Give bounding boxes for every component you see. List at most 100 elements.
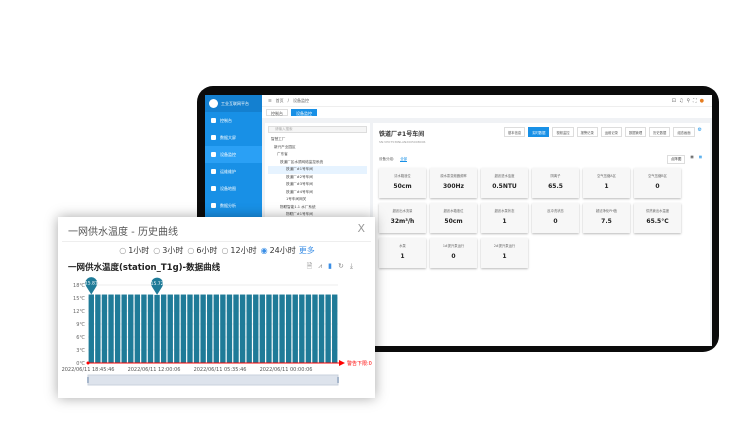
close-button[interactable]: X [357, 222, 365, 235]
sidebar-item[interactable]: 数据大屏 [205, 129, 262, 146]
tree-node[interactable]: 物联厂#1号车间 [286, 212, 313, 216]
range-radio[interactable]: ○ 12小时 [220, 246, 257, 255]
bar[interactable] [312, 294, 318, 363]
bar[interactable] [213, 294, 219, 363]
bar[interactable] [88, 294, 94, 363]
breadcrumb-home[interactable]: 首页 [275, 97, 284, 103]
metric-card[interactable]: 空气压缩B区 0 [634, 168, 681, 198]
restore-icon[interactable]: ↻ [338, 262, 344, 270]
metric-card[interactable]: 清水箱液位 50cm [379, 168, 426, 198]
bar[interactable] [207, 294, 213, 363]
bar[interactable] [121, 294, 127, 363]
tree-node[interactable]: 物联智能1.1 水厂系统 [280, 204, 316, 209]
bar[interactable] [305, 294, 312, 363]
range-radio[interactable]: ○ 3小时 [152, 246, 184, 255]
metric-card[interactable]: 阴离子 65.5 [532, 168, 579, 198]
metric-card[interactable]: 2#提升泵运行 1 [481, 238, 528, 268]
detail-tab-button[interactable]: 历史数据 [649, 127, 671, 137]
bar[interactable] [299, 294, 305, 363]
detail-tab-button[interactable]: 报警记录 [576, 127, 598, 137]
tree-node[interactable]: 铁道厂区水质网络监控系统 [280, 159, 324, 164]
download-icon[interactable]: ⤓ [349, 262, 353, 270]
bar[interactable] [167, 294, 173, 363]
tree-search-input[interactable]: 请输入搜索 [268, 126, 367, 133]
bar[interactable] [292, 294, 298, 363]
bar[interactable] [101, 294, 108, 363]
sidebar-item[interactable]: 数据分析 [205, 197, 262, 214]
tree-node[interactable]: 铁道厂#1号车间 [268, 166, 367, 174]
bar[interactable] [325, 294, 331, 363]
bar[interactable] [187, 294, 193, 363]
bar-chart-icon[interactable]: ▮ [328, 262, 333, 270]
data-zoom-slider[interactable] [87, 374, 339, 386]
bar[interactable] [95, 294, 101, 363]
tab-device-monitor[interactable]: 设备监控 [291, 109, 317, 116]
tree-node[interactable]: 广东省 [277, 152, 288, 156]
range-radio[interactable]: ○ 6小时 [186, 246, 218, 255]
metric-card[interactable]: 超滤水箱液位 50cm [430, 203, 477, 233]
bar[interactable] [114, 294, 121, 363]
calendar-icon[interactable]: ▦ [690, 155, 694, 159]
tree-node[interactable]: 新兴产业园区 [274, 144, 296, 149]
bar[interactable] [318, 294, 325, 363]
bar[interactable] [220, 294, 226, 363]
sidebar-item[interactable]: 控制台 [205, 112, 262, 129]
bar[interactable] [266, 294, 272, 363]
metric-card[interactable]: 供热管出水温度 65.5°C [634, 203, 681, 233]
data-view-icon[interactable]: 🗎 [306, 262, 313, 270]
metric-card[interactable]: 超滤出水流量 32m³/h [379, 203, 426, 233]
metric-card[interactable]: 1#提升泵运行 0 [430, 238, 477, 268]
bell-icon[interactable]: ♫ [678, 98, 684, 104]
tree-node[interactable]: 铁道厂#3号车间 [286, 182, 313, 186]
more-link[interactable]: 更多 [298, 246, 315, 255]
settings-icon[interactable]: ⚙ [697, 127, 702, 133]
bar[interactable] [253, 294, 259, 363]
tree-node[interactable]: 铁道厂#4号车间 [286, 189, 313, 194]
sidebar-item[interactable]: 运维维护 [205, 163, 262, 180]
detail-tab-button[interactable]: 组态画面 [673, 127, 695, 137]
grid-view-icon[interactable]: ▦ [698, 155, 702, 159]
metric-card[interactable]: 空气压缩A区 1 [583, 168, 630, 198]
detail-tab-button[interactable]: 实时数据 [528, 127, 550, 137]
bar[interactable] [193, 294, 200, 363]
metric-card[interactable]: 超滤水泵状态 1 [481, 203, 528, 233]
metric-card[interactable]: 超滤净化PH值 7.5 [583, 203, 630, 233]
sidebar-item[interactable]: 设备监控 [205, 146, 262, 163]
tree-node[interactable]: 智慧工厂 [271, 137, 286, 141]
bar[interactable] [259, 294, 266, 363]
sidebar-item[interactable]: 设备地图 [205, 180, 262, 197]
bar[interactable] [279, 294, 285, 363]
bar[interactable] [200, 294, 206, 363]
bar[interactable] [108, 294, 114, 363]
bar[interactable] [332, 294, 338, 363]
bar[interactable] [134, 294, 141, 363]
detail-tab-button[interactable]: 视频监控 [552, 127, 574, 137]
bar[interactable] [154, 294, 160, 363]
detail-tab-button[interactable]: 数据管理 [624, 127, 647, 137]
range-radio[interactable]: ◉ 24小时 [260, 246, 297, 255]
view-label[interactable]: 点阵图 [666, 155, 686, 164]
bar[interactable] [233, 294, 239, 363]
tab-console[interactable]: 控制台 [266, 109, 288, 116]
bar[interactable] [147, 294, 154, 363]
bar[interactable] [285, 294, 292, 363]
tree-node[interactable]: 铁道厂#2号车间 [286, 174, 313, 179]
metric-card[interactable]: 超滤进水浊度 0.5NTU [481, 168, 528, 198]
avatar[interactable]: ● [699, 98, 704, 104]
menu-toggle-icon[interactable]: ☰ [268, 98, 272, 103]
group-all-tab[interactable]: 全部 [400, 157, 408, 162]
metric-card[interactable]: 反冲洗状态 0 [532, 203, 579, 233]
bar[interactable] [246, 294, 252, 363]
bar[interactable] [272, 294, 279, 363]
zoom-handle-left[interactable] [87, 377, 89, 383]
bar[interactable] [174, 294, 180, 363]
detail-tab-button[interactable]: 运维记录 [600, 127, 622, 137]
detail-tab-button[interactable]: 基本信息 [504, 127, 526, 137]
range-radio[interactable]: ○ 1小时 [118, 246, 150, 255]
cart-icon[interactable]: ⊡ [671, 98, 676, 104]
bar[interactable] [239, 294, 246, 363]
fullscreen-icon[interactable]: ⛶ [693, 98, 697, 104]
line-chart-icon[interactable]: ⩘ [318, 262, 323, 270]
metric-card[interactable]: 原水泵变频器频率 300Hz [430, 168, 477, 198]
bar[interactable] [226, 294, 233, 363]
